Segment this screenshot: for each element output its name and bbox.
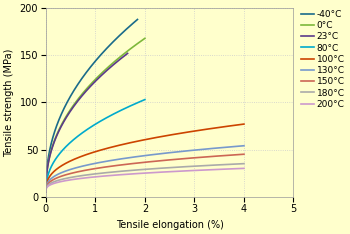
180°C (242, 162, 246, 165)
Line: 100°C: 100°C (46, 124, 244, 191)
23°C (88, 85, 92, 88)
80°C (103, 117, 107, 120)
200°C (162, 171, 166, 173)
100°C (44, 190, 48, 193)
100°C (162, 135, 166, 138)
Line: 0°C: 0°C (46, 38, 145, 191)
-40°C (133, 20, 137, 23)
80°C (91, 124, 96, 127)
0°C (143, 37, 147, 40)
-40°C (98, 54, 103, 57)
0°C (140, 39, 145, 41)
150°C (138, 161, 142, 164)
Legend: -40°C, 0°C, 23°C, 80°C, 100°C, 130°C, 150°C, 180°C, 200°C: -40°C, 0°C, 23°C, 80°C, 100°C, 130°C, 15… (300, 9, 345, 110)
200°C (206, 168, 210, 171)
Line: 200°C: 200°C (46, 168, 244, 191)
Line: 180°C: 180°C (46, 164, 244, 191)
0°C (91, 80, 96, 83)
80°C (97, 120, 102, 123)
80°C (44, 190, 48, 193)
180°C (237, 162, 241, 165)
180°C (206, 164, 210, 167)
80°C (125, 106, 129, 109)
Line: 150°C: 150°C (46, 154, 244, 191)
150°C (162, 159, 166, 162)
130°C (151, 153, 155, 156)
200°C (138, 172, 142, 175)
150°C (151, 160, 155, 163)
180°C (44, 190, 48, 193)
Y-axis label: Tensile strength (MPa): Tensile strength (MPa) (4, 48, 14, 157)
-40°C (87, 67, 91, 70)
180°C (138, 168, 142, 171)
Line: 23°C: 23°C (46, 53, 127, 191)
Line: -40°C: -40°C (46, 19, 138, 191)
180°C (151, 167, 155, 170)
200°C (44, 190, 48, 193)
23°C (83, 91, 87, 94)
-40°C (119, 33, 123, 36)
200°C (151, 171, 155, 174)
-40°C (93, 60, 98, 62)
23°C (125, 52, 130, 55)
100°C (242, 123, 246, 125)
80°C (91, 124, 95, 127)
23°C (44, 190, 48, 193)
130°C (138, 155, 142, 158)
180°C (162, 167, 166, 169)
100°C (138, 139, 142, 142)
100°C (151, 137, 155, 139)
23°C (111, 64, 115, 67)
0°C (103, 69, 107, 72)
100°C (139, 139, 143, 142)
130°C (162, 152, 166, 155)
23°C (83, 91, 87, 94)
100°C (237, 123, 241, 126)
0°C (91, 80, 95, 83)
130°C (242, 144, 246, 147)
-40°C (88, 66, 92, 69)
0°C (44, 190, 48, 193)
150°C (206, 155, 210, 158)
100°C (206, 128, 210, 130)
80°C (140, 99, 145, 102)
200°C (242, 167, 246, 170)
180°C (139, 168, 143, 171)
Line: 130°C: 130°C (46, 146, 244, 191)
80°C (143, 98, 147, 101)
0°C (97, 74, 102, 77)
Line: 80°C: 80°C (46, 100, 145, 191)
-40°C (44, 190, 48, 193)
150°C (242, 153, 246, 156)
200°C (139, 172, 143, 175)
23°C (124, 54, 128, 56)
0°C (125, 50, 129, 53)
-40°C (135, 18, 140, 21)
150°C (139, 161, 143, 164)
150°C (44, 190, 48, 193)
X-axis label: Tensile elongation (%): Tensile elongation (%) (116, 220, 224, 230)
130°C (237, 145, 241, 148)
150°C (237, 153, 241, 156)
23°C (92, 81, 97, 84)
200°C (237, 167, 241, 170)
130°C (44, 190, 48, 193)
130°C (139, 155, 143, 157)
130°C (206, 147, 210, 150)
